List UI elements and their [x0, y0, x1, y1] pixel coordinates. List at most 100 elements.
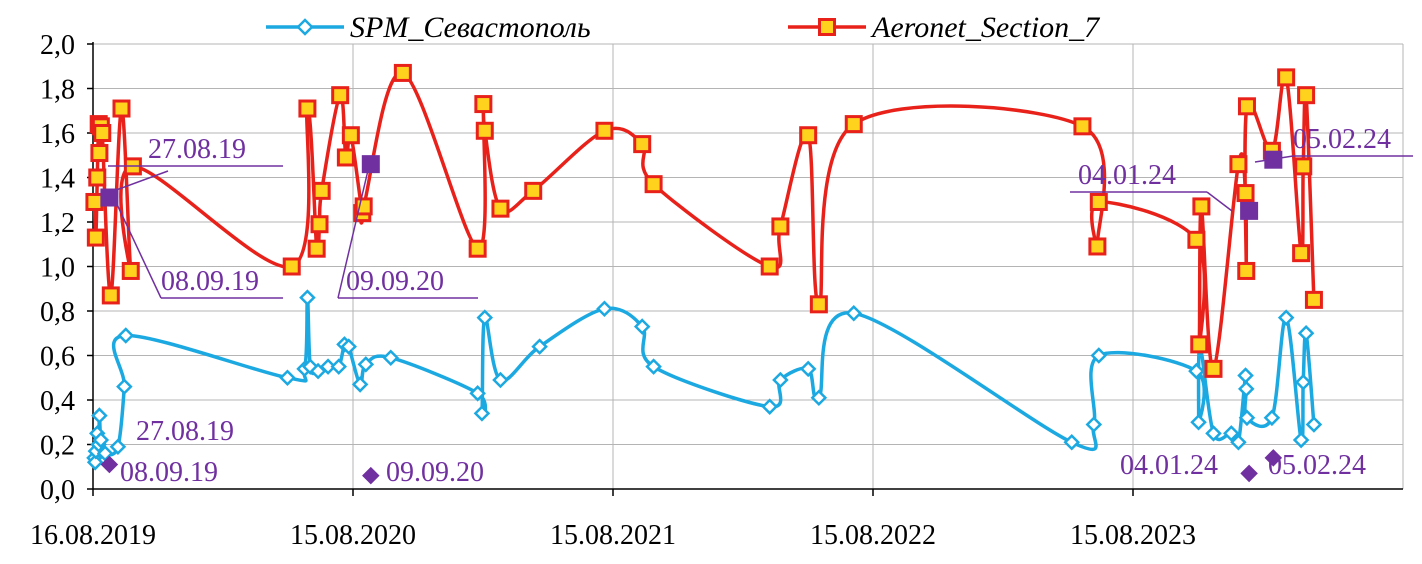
highlight-layer	[100, 150, 1283, 485]
aeronet-point	[336, 148, 355, 167]
spm-point	[645, 358, 662, 375]
spm-point	[1277, 309, 1295, 326]
annotation-label: 05.02.24	[1268, 450, 1366, 481]
aeronet-point	[88, 168, 107, 187]
aeronet-point	[85, 192, 104, 211]
aeronet-highlight-point	[361, 155, 380, 174]
spm-point	[1063, 434, 1081, 451]
aeronet-point	[101, 286, 120, 305]
legend-marker	[296, 18, 314, 36]
aeronet-point	[1073, 117, 1092, 136]
spm-highlight-point	[1240, 464, 1258, 483]
aeronet-point	[331, 86, 350, 105]
spm-point	[109, 438, 127, 455]
aeronet-point	[844, 115, 863, 134]
aeronet-point	[1229, 155, 1248, 174]
aeronet-point	[1304, 290, 1323, 309]
aeronet-point	[474, 95, 493, 114]
aeronet-point	[298, 99, 317, 118]
spm-point	[1294, 373, 1312, 391]
annotation-label: 08.09.19	[120, 457, 218, 488]
spm-point	[1292, 431, 1310, 449]
legend-marker	[818, 18, 836, 36]
x-tick-label: 15.08.2021	[550, 520, 676, 551]
y-tick-label: 0,0	[40, 475, 75, 506]
spm-point	[351, 376, 369, 393]
annotation-label: 08.09.19	[161, 266, 259, 297]
aeronet-point	[121, 261, 140, 280]
aeronet-point	[86, 228, 105, 247]
annotation-label: 05.02.24	[1293, 124, 1391, 155]
aeronet-point	[595, 121, 614, 140]
spm-point	[531, 338, 548, 355]
spm-point	[1090, 347, 1108, 364]
annotation-label: 27.08.19	[148, 134, 246, 165]
spm-point	[330, 358, 348, 375]
annotation-label: 27.08.19	[136, 416, 234, 447]
aeronet-point	[312, 181, 331, 200]
aeronet-point	[1089, 192, 1108, 211]
legend-label: SPM_Севастополь	[350, 11, 591, 44]
spm-highlight-point	[1264, 449, 1283, 467]
spm-point	[86, 454, 104, 471]
y-tick-label: 2,0	[40, 30, 75, 61]
y-tick-label: 1,2	[40, 208, 75, 239]
annotation-label: 04.01.24	[1120, 450, 1218, 481]
aeronet-point	[1237, 97, 1256, 116]
aeronet-point	[393, 63, 412, 82]
spm-point	[357, 356, 375, 373]
aeronet-point	[799, 126, 818, 145]
legend: SPM_Севастополь Aeronet_Section_7	[266, 11, 1101, 44]
annotation-leader	[107, 170, 169, 194]
aeronet-point	[282, 257, 301, 276]
aeronet-line	[92, 71, 1316, 371]
spm-point	[845, 304, 863, 322]
spm-point	[340, 338, 357, 355]
aeronet-point	[1204, 359, 1223, 378]
tick-labels: 0,0 0,2 0,4 0,6 0,8 1,0 1,2 1,4 1,6 1,8 2,0 16.08.2…	[30, 30, 1196, 551]
aeronet-point	[90, 144, 109, 163]
spm-point	[117, 327, 135, 344]
aeronet-point	[1277, 68, 1296, 87]
annotation-label: 09.09.20	[386, 457, 484, 488]
spm-point	[1237, 367, 1254, 384]
spm-point	[1223, 425, 1240, 442]
y-tick-label: 0,2	[40, 431, 75, 462]
x-tick-label: 15.08.2023	[1070, 520, 1196, 551]
aeronet-point	[1236, 184, 1255, 203]
aeronet-point	[1237, 261, 1256, 280]
y-tick-label: 1,0	[40, 253, 75, 284]
aeronet-point	[112, 99, 131, 118]
y-tick-label: 0,6	[40, 342, 75, 373]
y-tick-label: 0,8	[40, 297, 75, 328]
spm-point	[279, 369, 296, 387]
spm-point	[810, 389, 828, 407]
aeronet-point	[809, 295, 828, 314]
spm-point	[382, 349, 400, 366]
aeronet-point	[1294, 157, 1313, 176]
spm-point	[633, 318, 651, 335]
spm-point	[772, 371, 789, 389]
spm-point	[473, 405, 491, 422]
spm-point	[476, 309, 494, 326]
aeronet-point	[1088, 237, 1107, 256]
spm-point	[92, 431, 110, 449]
spm-point	[1263, 409, 1281, 427]
aeronet-point	[1190, 335, 1209, 354]
aeronet-point	[468, 239, 487, 258]
spm-point	[1238, 409, 1256, 427]
annotation-leader	[337, 165, 370, 299]
annotation-label: 09.09.20	[346, 266, 444, 297]
spm-point	[319, 358, 337, 375]
x-tick-label: 15.08.2020	[290, 520, 416, 551]
y-tick-label: 1,6	[40, 119, 75, 150]
spm-line	[92, 295, 1316, 465]
y-tick-label: 1,4	[40, 164, 75, 195]
spm-highlight-point	[362, 466, 380, 485]
spm-point	[1305, 416, 1323, 433]
spm-highlight-point	[100, 455, 119, 474]
aeronet-point	[633, 135, 652, 154]
aeronet-point	[771, 217, 790, 236]
legend-label: Aeronet_Section_7	[870, 11, 1101, 44]
